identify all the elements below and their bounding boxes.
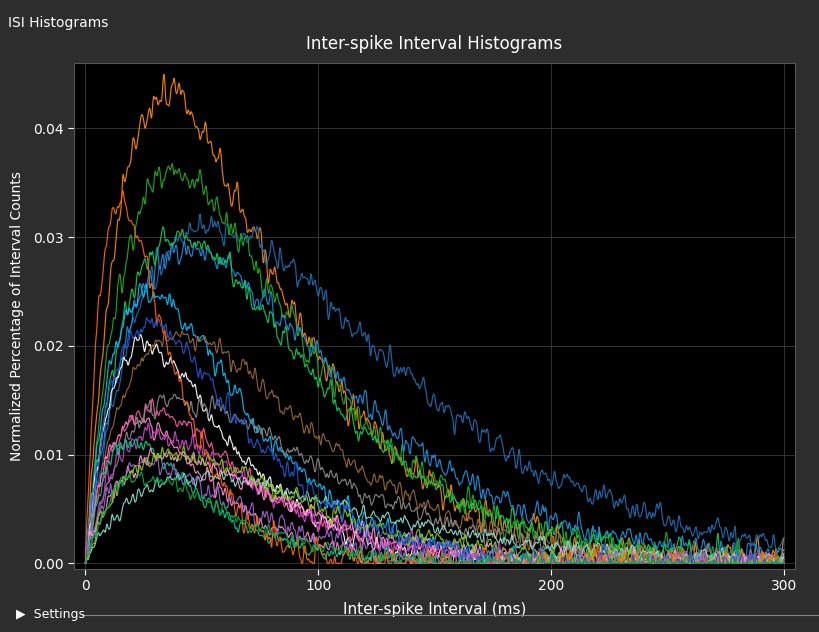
- Y-axis label: Normalized Percentage of Interval Counts: Normalized Percentage of Interval Counts: [11, 171, 25, 461]
- X-axis label: Inter-spike Interval (ms): Inter-spike Interval (ms): [342, 602, 526, 617]
- Text: ▶  Settings: ▶ Settings: [16, 608, 85, 621]
- Text: ISI Histograms: ISI Histograms: [8, 16, 108, 30]
- Title: Inter-spike Interval Histograms: Inter-spike Interval Histograms: [306, 35, 562, 53]
